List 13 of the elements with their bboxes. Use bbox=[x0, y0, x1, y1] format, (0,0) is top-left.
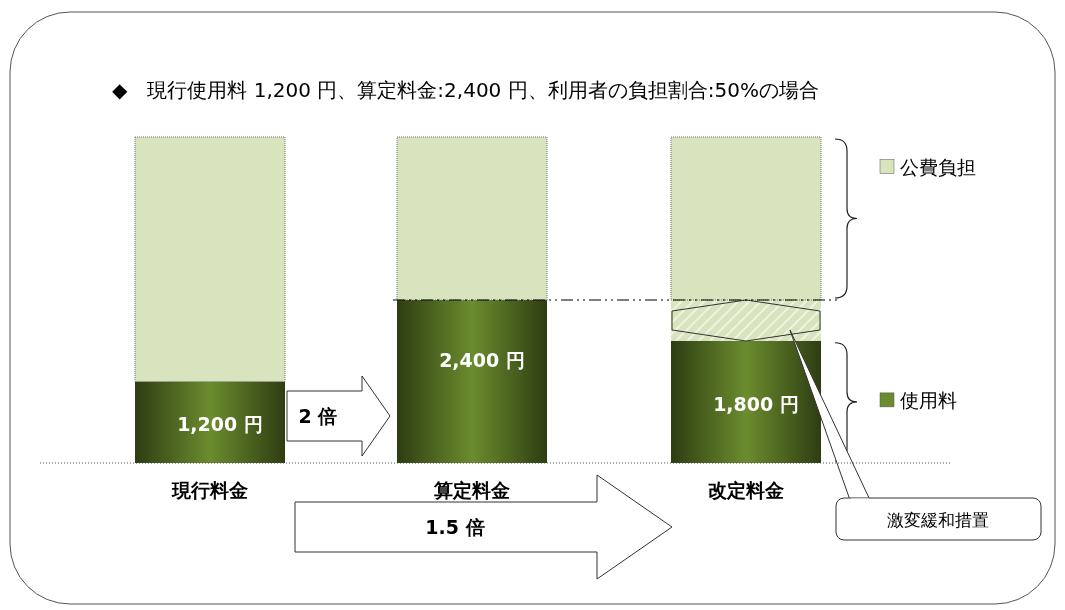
legend-label: 使用料 bbox=[900, 388, 957, 411]
x-tick-label: 現行料金 bbox=[171, 479, 248, 501]
text: 1.5 倍 bbox=[425, 516, 485, 538]
x-tick-label: 算定料金 bbox=[433, 479, 510, 501]
data-label: 1,200 円 bbox=[177, 413, 263, 436]
legend-label: 公費負担 bbox=[900, 155, 976, 178]
annotation: 2 倍 bbox=[298, 405, 338, 427]
bar bbox=[134, 136, 286, 382]
x-tick-label: 改定料金 bbox=[708, 479, 784, 501]
data-label: 2,400 円 bbox=[439, 348, 525, 371]
text: 激変緩和措置 bbox=[887, 510, 989, 530]
chart-title: ◆ 現行使用料 1,200 円、算定料金:2,400 円、利用者の負担割合:50%の場合 bbox=[112, 78, 819, 102]
data-label: 1,800 円 bbox=[713, 392, 799, 415]
